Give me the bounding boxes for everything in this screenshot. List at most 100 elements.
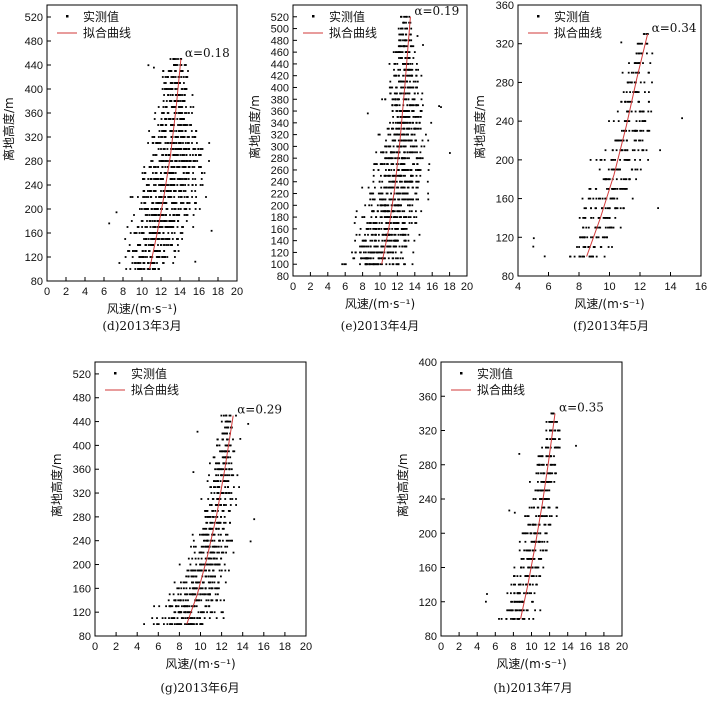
data-point (374, 239, 376, 242)
data-point (388, 180, 391, 183)
data-point (155, 232, 158, 234)
data-point (216, 587, 219, 590)
data-point (172, 154, 175, 156)
data-point (160, 202, 163, 204)
data-point (165, 154, 167, 156)
data-point (127, 250, 129, 252)
y-tick-label: 360 (271, 106, 289, 118)
data-point (185, 160, 188, 162)
y-tick-label: 200 (271, 200, 289, 212)
data-point (406, 192, 409, 195)
data-point (131, 256, 134, 258)
data-point (156, 617, 158, 619)
data-point (388, 157, 391, 160)
data-point (205, 539, 208, 542)
data-point (397, 192, 400, 195)
data-point (403, 216, 405, 218)
data-point (137, 262, 139, 264)
fit-curve-line (586, 33, 649, 257)
y-tick-label: 260 (271, 165, 289, 177)
data-point (625, 159, 627, 161)
data-point (552, 412, 555, 415)
x-tick-label: 18 (212, 286, 224, 298)
data-point (381, 204, 384, 207)
data-point (412, 86, 414, 89)
y-tick-label: 280 (271, 153, 289, 165)
data-point (367, 245, 369, 248)
data-point (177, 148, 180, 150)
y-tick-label: 160 (496, 194, 514, 206)
data-point (405, 98, 407, 101)
data-point (380, 174, 382, 177)
data-point (649, 62, 652, 64)
data-point (642, 62, 644, 64)
data-point (220, 557, 223, 560)
y-axis-label: 离地高度/m (395, 453, 410, 517)
legend-label: 实测值 (477, 366, 513, 381)
data-point (170, 70, 173, 72)
data-point (532, 245, 535, 248)
y-tick-label: 160 (419, 563, 437, 575)
data-point (225, 533, 227, 536)
data-point (169, 184, 172, 186)
data-point (181, 160, 184, 162)
data-point (545, 455, 548, 458)
data-point (398, 51, 401, 53)
data-point (232, 474, 235, 477)
data-point (384, 233, 387, 236)
data-point (149, 178, 152, 180)
data-point (191, 196, 193, 198)
data-point (404, 15, 407, 18)
data-point (391, 186, 394, 189)
data-point (400, 92, 402, 95)
data-point (587, 246, 590, 248)
data-point (209, 486, 212, 488)
data-point (203, 593, 205, 596)
data-point (405, 121, 407, 124)
data-point (176, 148, 178, 150)
data-point (410, 133, 413, 136)
data-point (164, 142, 167, 144)
data-point (192, 539, 195, 542)
data-point (394, 98, 397, 101)
data-point (385, 192, 388, 195)
data-point (186, 136, 189, 138)
data-point (414, 151, 416, 154)
data-point (152, 238, 155, 240)
data-point (161, 214, 164, 216)
data-point (393, 204, 396, 207)
data-point (143, 196, 146, 198)
data-point (374, 186, 376, 189)
data-point (547, 446, 550, 449)
legend-marker-points (66, 15, 69, 18)
data-point (535, 472, 538, 475)
data-point (578, 246, 580, 248)
data-point (191, 112, 193, 114)
data-point (232, 450, 235, 453)
data-point (170, 244, 173, 246)
data-point (228, 468, 231, 471)
data-point (221, 510, 224, 512)
data-point (159, 226, 162, 228)
data-point (383, 186, 386, 189)
data-point (371, 192, 374, 195)
data-point (225, 444, 228, 447)
data-point (163, 130, 166, 132)
data-point (161, 226, 164, 228)
data-point (210, 557, 213, 560)
data-point (185, 599, 187, 602)
data-point (217, 510, 219, 512)
data-point (180, 118, 183, 120)
data-point (412, 45, 415, 48)
data-point (367, 186, 370, 189)
data-point (193, 593, 196, 596)
data-point (196, 617, 199, 619)
data-point (417, 198, 419, 201)
data-point (612, 120, 615, 122)
data-point (157, 623, 160, 625)
data-point (506, 609, 509, 612)
y-tick-label: 400 (419, 357, 437, 369)
data-point (647, 129, 650, 132)
data-point (204, 557, 207, 560)
data-point (185, 172, 188, 174)
